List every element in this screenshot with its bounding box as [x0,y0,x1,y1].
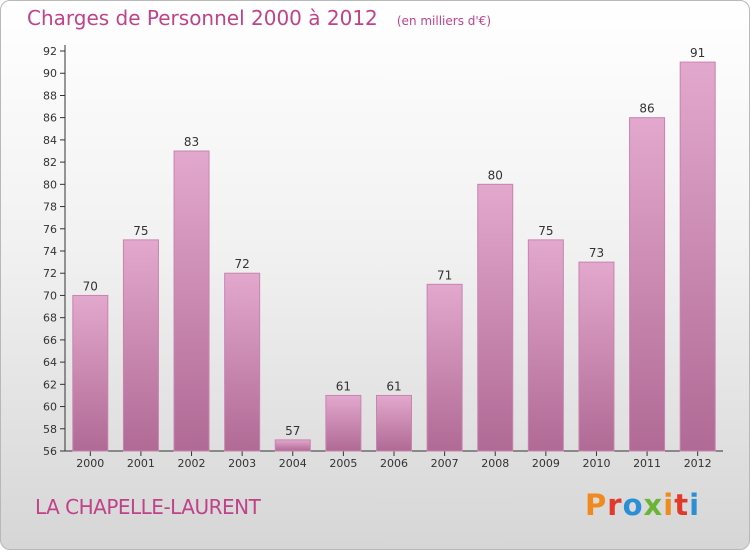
x-tick-label: 2000 [76,457,104,470]
y-tick-label: 74 [43,245,57,258]
logo-letter: x [643,488,664,522]
y-tick-label: 64 [43,356,57,369]
bar-2000 [72,294,109,452]
x-tick-label: 2004 [279,457,307,470]
bar-2004 [274,439,311,452]
value-label-2012: 91 [690,46,705,60]
commune-name: LA CHAPELLE-LAURENT [35,495,261,519]
y-tick-label: 82 [43,156,57,169]
bar-2011 [629,117,666,452]
x-tick-label: 2009 [532,457,560,470]
y-tick-label: 76 [43,223,57,236]
x-tick-label: 2002 [178,457,206,470]
y-tick-label: 78 [43,201,57,214]
x-tick-label: 2003 [228,457,256,470]
value-label-2000: 70 [83,279,98,293]
y-tick-label: 62 [43,378,57,391]
value-label-2004: 57 [285,424,300,438]
logo-letter: o [622,488,644,522]
y-tick-label: 88 [43,89,57,102]
y-tick-label: 60 [43,401,57,414]
value-label-2005: 61 [336,379,351,393]
y-tick-label: 80 [43,178,57,191]
y-tick-label: 56 [43,445,57,458]
bar-2010 [578,261,615,452]
bar-2002 [173,150,210,452]
logo-letter: r [607,488,623,522]
value-label-2002: 83 [184,135,199,149]
x-tick-label: 2011 [633,457,661,470]
y-tick-label: 58 [43,423,57,436]
value-label-2008: 80 [488,168,503,182]
bar-2001 [122,239,159,452]
value-label-2011: 86 [639,102,654,116]
bar-2008 [477,183,514,452]
x-tick-label: 2005 [329,457,357,470]
y-tick-label: 86 [43,112,57,125]
logo-letter: i [689,488,701,522]
y-tick-label: 92 [43,45,57,58]
x-tick-label: 2007 [431,457,459,470]
x-tick-label: 2010 [582,457,610,470]
chart-subtitle: (en milliers d'€) [396,14,491,28]
proxiti-logo: Proxiti [585,488,700,522]
bar-2007 [426,283,463,452]
x-tick-label: 2008 [481,457,509,470]
y-tick-label: 68 [43,312,57,325]
title-row: Charges de Personnel 2000 à 2012 (en mil… [27,6,491,30]
y-tick-label: 84 [43,134,57,147]
logo-letter: t [674,488,690,522]
bar-2012 [679,61,716,452]
bar-2003 [224,272,261,452]
bar-2009 [527,239,564,452]
value-label-2003: 72 [235,257,250,271]
x-tick-label: 2001 [127,457,155,470]
chart-title: Charges de Personnel 2000 à 2012 [27,6,378,30]
value-label-2009: 75 [538,224,553,238]
x-tick-label: 2012 [684,457,712,470]
y-axis: 56 58 60 62 64 66 68 70 72 74 76 78 80 82 84 86 88 90 92 [43,45,66,458]
value-label-2006: 61 [386,379,401,393]
value-labels: 70 75 83 72 57 61 61 71 80 75 73 86 91 [83,46,706,438]
y-tick-label: 72 [43,267,57,280]
logo-letter: i [663,488,675,522]
value-label-2010: 73 [589,246,604,260]
y-tick-label: 66 [43,334,57,347]
logo-letter: P [585,488,608,522]
x-tick-label: 2006 [380,457,408,470]
y-tick-label: 90 [43,67,57,80]
value-label-2001: 75 [133,224,148,238]
y-tick-label: 70 [43,289,57,302]
bar-2006 [376,394,412,452]
value-label-2007: 71 [437,268,452,282]
x-axis: 2000 2001 2002 2003 2004 2005 2006 2007 2008 2009… [65,450,723,470]
bars [72,61,716,452]
bar-2005 [325,394,362,452]
